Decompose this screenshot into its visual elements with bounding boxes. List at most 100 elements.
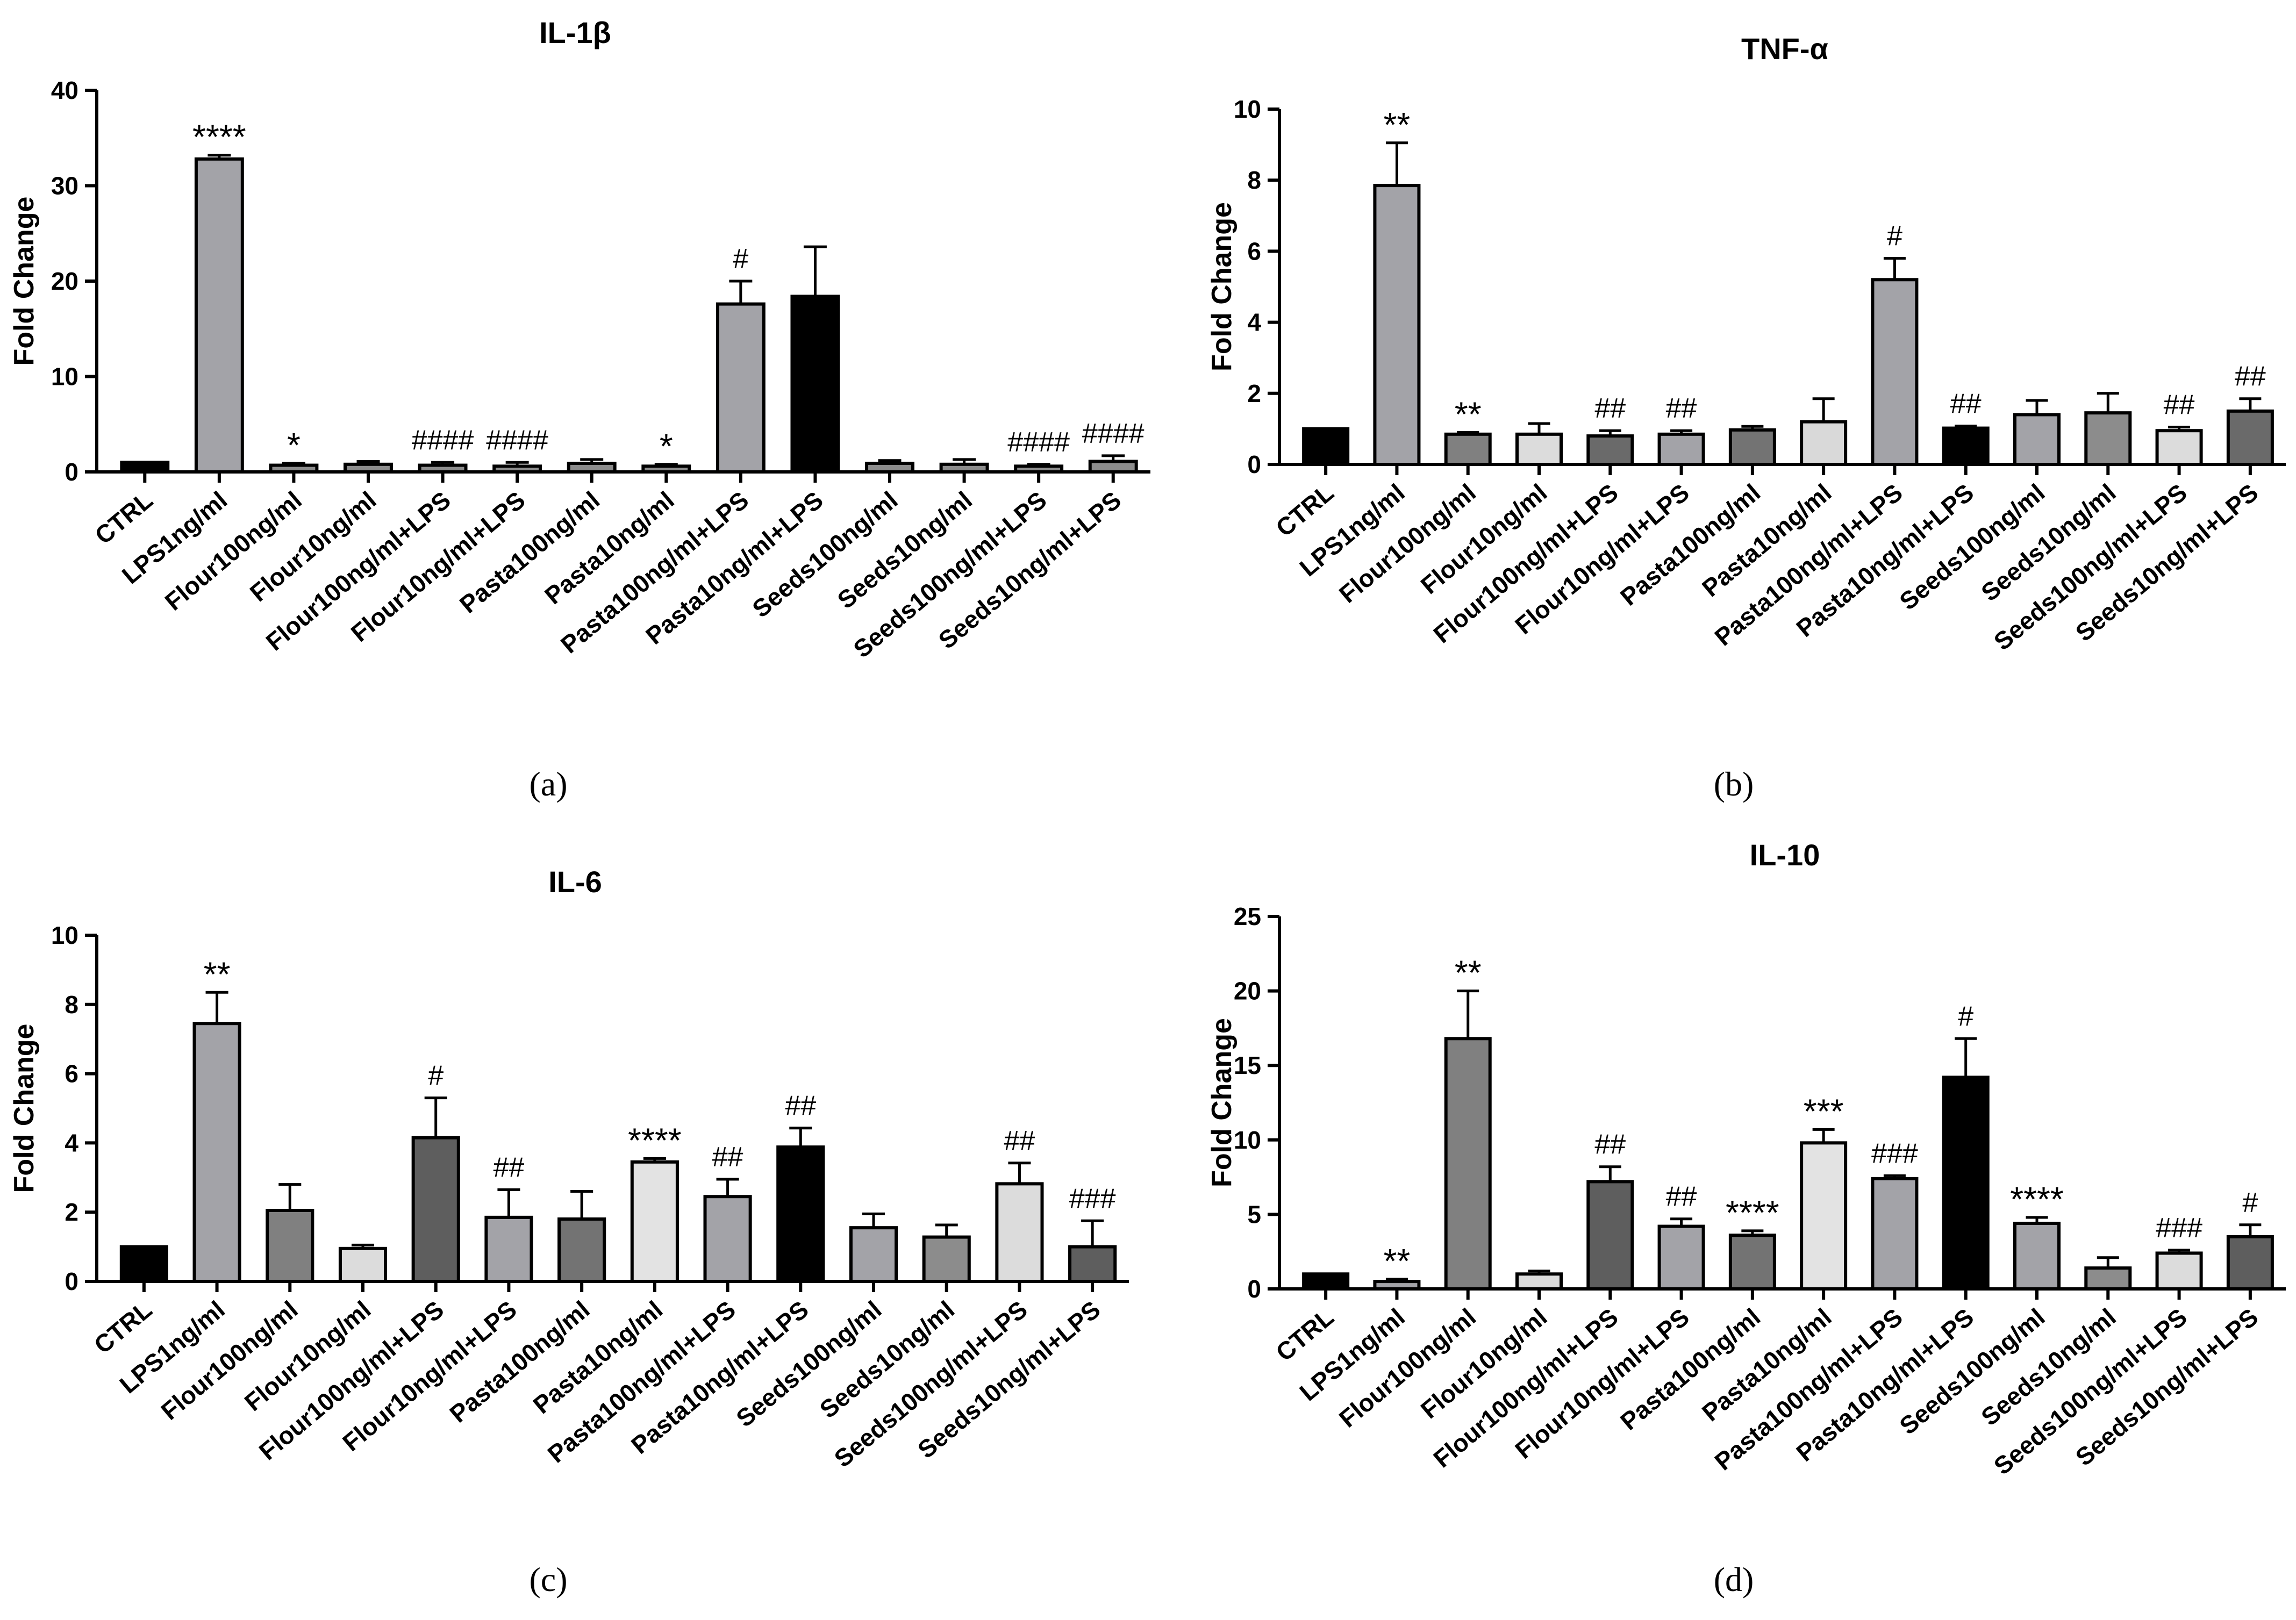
y-tick-label: 8 <box>65 991 78 1019</box>
y-tick-label: 10 <box>1234 95 1261 123</box>
bar <box>1068 1245 1117 1284</box>
x-tick-label: Flour10ng/ml <box>245 486 382 607</box>
bar <box>2084 411 2132 467</box>
y-tick-label: 2 <box>65 1198 78 1226</box>
significance-label: * <box>287 426 301 464</box>
bar <box>194 157 244 474</box>
chart-title: TNF-α <box>1741 32 1828 66</box>
significance-label: ## <box>712 1142 743 1173</box>
significance-label: ## <box>1666 1181 1697 1213</box>
bar <box>1800 1141 1848 1291</box>
bar <box>1088 460 1138 474</box>
bar <box>2226 409 2274 466</box>
significance-label: ## <box>1666 393 1697 424</box>
y-tick-label: 20 <box>1234 977 1261 1005</box>
bar <box>119 1245 168 1284</box>
significance-label: ## <box>1004 1126 1035 1157</box>
panel-label: (b) <box>1714 765 1754 803</box>
significance-label: **** <box>2010 1180 2064 1218</box>
y-tick-label: 10 <box>51 363 78 391</box>
significance-label: ** <box>1384 105 1411 144</box>
x-tick-label: CTRL <box>89 486 158 550</box>
significance-label: ## <box>2164 390 2195 421</box>
significance-label: #### <box>1082 418 1145 449</box>
significance-label: ### <box>2156 1213 2202 1244</box>
bar <box>1444 1037 1492 1291</box>
bar <box>338 1246 388 1284</box>
significance-label: # <box>1887 221 1902 252</box>
bar <box>849 1226 898 1283</box>
significance-label: # <box>2242 1187 2258 1218</box>
bar <box>1515 1272 1563 1291</box>
bar <box>1373 184 1421 466</box>
chart-title: IL-1β <box>539 16 611 49</box>
y-tick-label: 10 <box>51 921 78 949</box>
bar <box>865 462 914 474</box>
y-tick-label: 30 <box>51 172 78 200</box>
y-tick-label: 4 <box>1247 309 1261 336</box>
bar <box>776 1145 825 1283</box>
significance-label: ### <box>1871 1138 1918 1169</box>
significance-label: **** <box>1726 1193 1779 1232</box>
y-tick-label: 6 <box>1247 237 1261 265</box>
significance-label: ## <box>1950 389 1982 420</box>
y-tick-label: 25 <box>1234 902 1261 930</box>
bar <box>1302 1272 1350 1291</box>
significance-label: **** <box>628 1121 682 1159</box>
bar <box>266 1208 314 1283</box>
y-tick-label: 5 <box>1247 1200 1261 1228</box>
significance-label: # <box>733 243 748 275</box>
significance-label: ** <box>1455 395 1482 434</box>
y-tick-label: 0 <box>1247 1275 1261 1303</box>
bar <box>1657 1224 1705 1291</box>
bar <box>1444 432 1492 467</box>
y-tick-label: 40 <box>51 76 78 104</box>
chart-title: IL-6 <box>548 865 602 899</box>
x-tick-label: Pasta10ng/ml <box>539 486 679 610</box>
significance-label: #### <box>412 425 474 456</box>
bar <box>922 1235 971 1284</box>
significance-label: ** <box>1384 1242 1411 1280</box>
bar <box>1302 427 1350 467</box>
y-tick-label: 10 <box>1234 1126 1261 1154</box>
y-tick-label: 4 <box>65 1129 78 1157</box>
y-axis-label: Fold Change <box>1206 1018 1238 1187</box>
panel-label: (d) <box>1714 1560 1754 1599</box>
bar <box>492 464 542 474</box>
bar <box>995 1182 1044 1284</box>
significance-label: #### <box>486 425 548 456</box>
significance-label: *** <box>1804 1092 1844 1130</box>
significance-label: ## <box>2235 361 2266 392</box>
bar <box>1800 420 1848 466</box>
bar <box>1942 426 1990 466</box>
bar <box>557 1217 606 1284</box>
y-tick-label: 15 <box>1234 1051 1261 1079</box>
bar <box>641 464 691 474</box>
bar <box>1728 428 1776 466</box>
significance-label: * <box>660 427 673 465</box>
bar <box>1942 1076 1990 1291</box>
bar <box>1014 464 1064 474</box>
bar <box>2013 1222 2061 1291</box>
bar <box>2226 1235 2274 1291</box>
bar <box>703 1195 752 1283</box>
significance-label: ## <box>785 1091 816 1122</box>
bar <box>411 1136 460 1283</box>
bar <box>484 1215 533 1284</box>
significance-label: ## <box>493 1152 525 1183</box>
bar <box>2084 1266 2132 1291</box>
bar <box>2155 429 2203 467</box>
bar <box>1657 432 1705 467</box>
y-axis-label: Fold Change <box>9 197 40 366</box>
x-tick-label: Flour100ng/ml <box>160 486 307 616</box>
bar <box>630 1160 679 1284</box>
y-axis-label: Fold Change <box>1206 202 1238 371</box>
significance-label: # <box>428 1060 444 1092</box>
bar <box>1871 1177 1919 1291</box>
bar <box>716 302 766 474</box>
bar <box>2013 413 2061 467</box>
bar <box>120 461 170 474</box>
bar <box>790 295 840 474</box>
